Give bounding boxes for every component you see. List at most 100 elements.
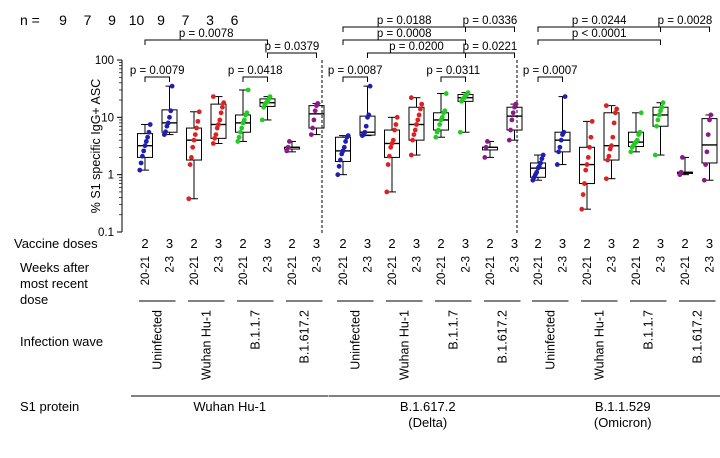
data-point xyxy=(554,162,560,167)
box xyxy=(530,162,546,178)
box-plot-group xyxy=(284,139,300,154)
data-point xyxy=(241,117,247,123)
data-point xyxy=(221,100,227,106)
p-value-bracket: p = 0.0311 xyxy=(426,65,480,82)
data-point xyxy=(538,160,543,166)
weeks-label: 20-21 xyxy=(631,256,643,285)
weeks-label: 2-3 xyxy=(412,256,424,273)
box xyxy=(335,136,351,162)
box-plot-group xyxy=(482,139,498,160)
data-point xyxy=(367,83,373,89)
data-point xyxy=(140,153,145,159)
weeks-label: 20-21 xyxy=(533,256,545,285)
box xyxy=(579,146,595,185)
data-point xyxy=(312,108,318,114)
n-value: 9 xyxy=(157,12,165,28)
dose-label: 3 xyxy=(608,236,615,251)
dose-label: 3 xyxy=(462,236,469,251)
box-plot-group xyxy=(530,152,546,183)
box xyxy=(186,127,202,161)
data-point xyxy=(146,129,152,135)
data-point xyxy=(145,134,151,140)
box-plot-group xyxy=(457,90,474,135)
box-plot-group xyxy=(384,114,400,195)
bracket-line xyxy=(367,52,466,58)
bracket-line xyxy=(660,26,710,32)
dose-label: 2 xyxy=(141,236,148,251)
box-plot-group xyxy=(308,100,325,137)
box-plot-group xyxy=(137,122,153,173)
bracket-line xyxy=(267,52,317,58)
y-tick-label: 100 xyxy=(95,55,114,67)
data-point xyxy=(656,112,662,118)
bracket-line xyxy=(440,76,466,82)
dose-label: 3 xyxy=(313,236,320,251)
box xyxy=(210,103,227,139)
box-plot-group xyxy=(652,100,669,158)
p-value-bracket: p = 0.0379 xyxy=(265,41,319,58)
data-point xyxy=(308,132,314,137)
data-point xyxy=(213,132,219,137)
data-point xyxy=(168,108,174,114)
wave-label: B.1.617.2 xyxy=(297,310,311,364)
data-point xyxy=(704,149,710,155)
wave-label: B.1.617.2 xyxy=(495,310,509,364)
data-point xyxy=(419,101,425,107)
box xyxy=(603,112,620,161)
dose-label: 2 xyxy=(486,236,493,251)
data-point xyxy=(561,129,567,135)
data-point xyxy=(416,112,422,118)
data-point xyxy=(169,83,175,89)
dose-label: 2 xyxy=(239,236,246,251)
weeks-label: 20-21 xyxy=(485,256,497,285)
data-point xyxy=(637,129,643,135)
data-point xyxy=(436,127,441,133)
box-plot-group xyxy=(335,133,351,178)
weeks-label: 20-21 xyxy=(287,256,299,285)
data-point xyxy=(588,134,594,140)
data-point xyxy=(186,196,192,202)
box-plot-group xyxy=(210,94,227,146)
p-value-label: p = 0.0078 xyxy=(179,28,234,40)
data-point xyxy=(705,132,711,137)
p-value-label: p = 0.0221 xyxy=(463,41,518,53)
data-point xyxy=(562,94,568,99)
n-value: 7 xyxy=(182,12,190,28)
data-point xyxy=(196,109,202,115)
p-value-bracket: p = 0.0008 xyxy=(342,28,466,45)
data-point xyxy=(603,176,609,182)
box-plot-group xyxy=(186,109,202,202)
data-point xyxy=(220,104,225,110)
weeks-label: 2-3 xyxy=(656,256,668,273)
dose-label: 3 xyxy=(166,236,173,251)
data-point xyxy=(167,114,172,120)
bracket-line xyxy=(242,76,268,82)
weeks-label-line3: dose xyxy=(20,292,48,307)
data-point xyxy=(415,117,421,123)
data-point xyxy=(583,167,589,173)
n-value: 9 xyxy=(108,12,116,28)
p-value-label: p = 0.0244 xyxy=(572,15,627,27)
data-point xyxy=(414,122,419,127)
data-point xyxy=(236,134,242,140)
data-point xyxy=(443,91,449,96)
vaccine-doses-label: Vaccine doses xyxy=(14,236,98,251)
box-plot-group xyxy=(554,94,571,167)
data-point xyxy=(557,144,563,150)
bracket-line xyxy=(465,26,515,32)
p-value-bracket: p = 0.0221 xyxy=(463,41,518,58)
data-point xyxy=(385,162,391,167)
data-point xyxy=(558,137,564,143)
data-point xyxy=(610,134,616,140)
data-point xyxy=(556,149,561,155)
dose-label: 2 xyxy=(339,236,346,251)
data-point xyxy=(707,117,712,123)
box xyxy=(506,106,523,131)
dose-label: 3 xyxy=(364,236,371,251)
data-point xyxy=(655,117,661,123)
weeks-label: 2-3 xyxy=(165,256,177,273)
data-point xyxy=(311,117,317,123)
s1-panel-label: B.1.617.2 xyxy=(400,399,456,414)
bracket-line xyxy=(342,76,368,82)
dose-label: 3 xyxy=(559,236,566,251)
